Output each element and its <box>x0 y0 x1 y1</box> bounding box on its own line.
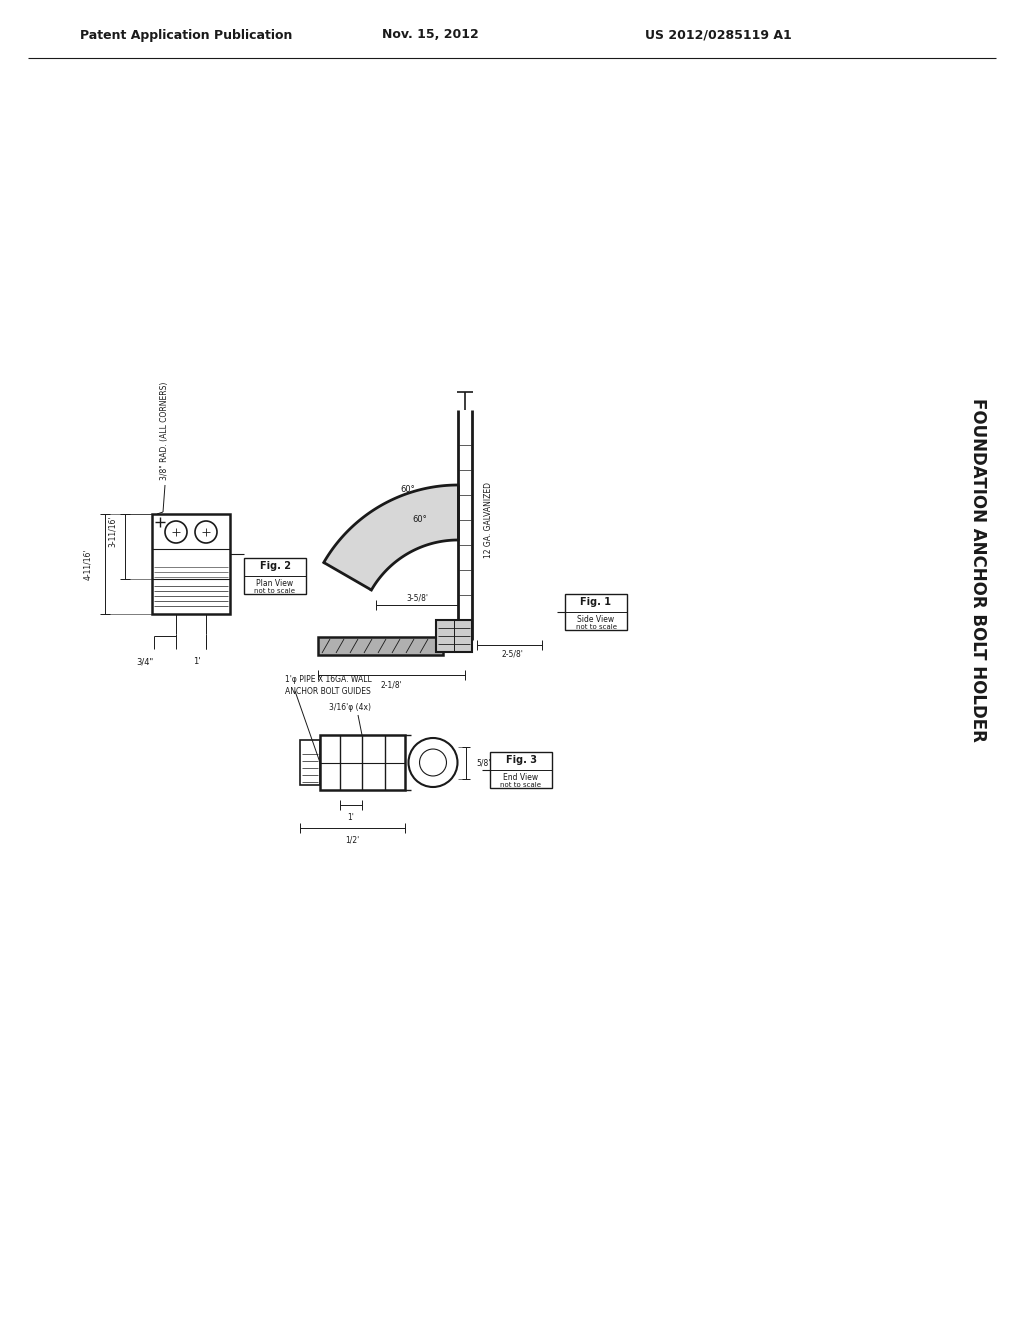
Bar <box>244 558 306 594</box>
Text: US 2012/0285119 A1: US 2012/0285119 A1 <box>645 29 792 41</box>
Bar <box>300 741 319 785</box>
Text: 60°: 60° <box>413 516 427 524</box>
Text: Plan View: Plan View <box>256 579 294 589</box>
Bar <box>319 735 406 789</box>
Text: Fig. 3: Fig. 3 <box>506 755 537 766</box>
Text: not to scale: not to scale <box>255 587 296 594</box>
Text: 3/4": 3/4" <box>136 657 154 667</box>
Text: 3/8" RAD. (ALL CORNERS): 3/8" RAD. (ALL CORNERS) <box>161 381 170 480</box>
Text: 2-1/8': 2-1/8' <box>381 681 402 689</box>
Text: Nov. 15, 2012: Nov. 15, 2012 <box>382 29 478 41</box>
Text: 4-11/16': 4-11/16' <box>84 548 92 579</box>
Text: 1': 1' <box>194 657 201 667</box>
Text: End View: End View <box>504 774 539 783</box>
Polygon shape <box>324 484 458 590</box>
Text: Fig. 2: Fig. 2 <box>259 561 291 572</box>
Text: 60°: 60° <box>400 486 416 495</box>
Bar <box>152 513 230 614</box>
Text: 12 GA. GALVANIZED: 12 GA. GALVANIZED <box>484 482 493 558</box>
Bar <box>318 638 443 655</box>
Bar <box>565 594 627 630</box>
Text: Patent Application Publication: Patent Application Publication <box>80 29 293 41</box>
Text: 1'φ PIPE X 16GA. WALL: 1'φ PIPE X 16GA. WALL <box>285 676 372 685</box>
Text: 2-5/8': 2-5/8' <box>501 649 523 659</box>
Text: Side View: Side View <box>578 615 614 624</box>
Text: 5/8': 5/8' <box>476 758 490 767</box>
Bar <box>436 620 472 652</box>
Text: 3-5/8': 3-5/8' <box>407 594 428 602</box>
Text: 1': 1' <box>347 813 354 821</box>
Text: ANCHOR BOLT GUIDES: ANCHOR BOLT GUIDES <box>285 686 371 696</box>
Text: 3/16'φ (4x): 3/16'φ (4x) <box>329 702 371 711</box>
Text: Fig. 1: Fig. 1 <box>581 597 611 607</box>
Text: 3-11/16': 3-11/16' <box>108 515 117 546</box>
Text: not to scale: not to scale <box>501 781 542 788</box>
Text: 1/2': 1/2' <box>345 836 359 845</box>
Bar <box>490 752 552 788</box>
Text: FOUNDATION ANCHOR BOLT HOLDER: FOUNDATION ANCHOR BOLT HOLDER <box>969 399 987 742</box>
Text: not to scale: not to scale <box>575 624 616 630</box>
